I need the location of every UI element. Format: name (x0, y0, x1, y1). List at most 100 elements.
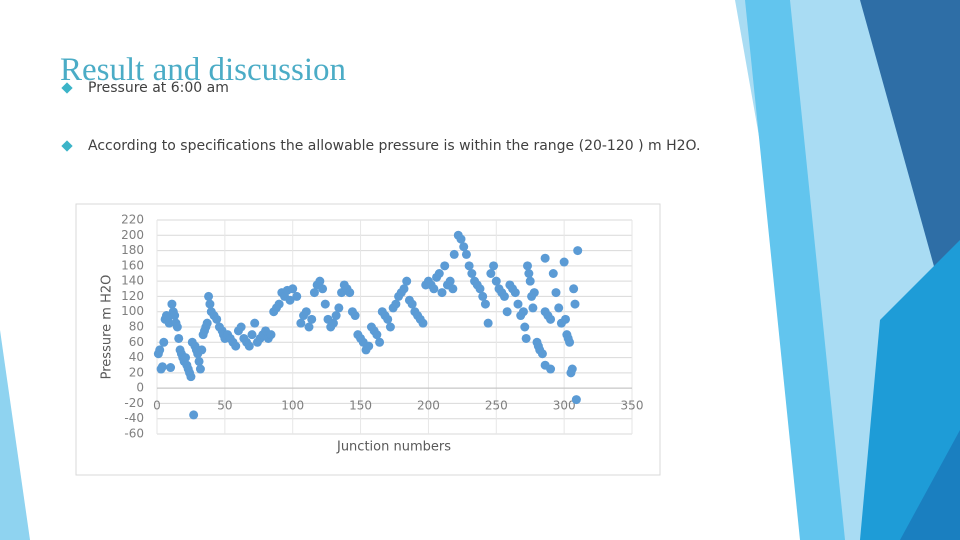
point (524, 269, 534, 278)
point (567, 364, 577, 374)
chart-frame (75, 203, 661, 476)
y-axis-label: Pressure m H2O (100, 275, 115, 380)
point (157, 362, 167, 372)
y-tick-label: 160 (121, 258, 144, 272)
point (204, 291, 214, 301)
y-tick-label: 80 (129, 320, 144, 334)
deco (900, 430, 960, 540)
point (304, 322, 314, 332)
point (172, 322, 182, 332)
y-tick-label: 200 (121, 228, 144, 242)
point (486, 269, 496, 278)
deco (0, 330, 30, 540)
point (537, 349, 547, 359)
point (440, 261, 450, 271)
point (434, 269, 444, 278)
point (456, 234, 466, 244)
point (429, 284, 439, 294)
point (546, 364, 556, 374)
point (318, 284, 328, 294)
point (244, 341, 254, 351)
point (467, 269, 477, 278)
point (402, 276, 412, 286)
point (418, 318, 428, 328)
bullet: Pressure at 6:00 am (88, 80, 229, 96)
deco (860, 240, 960, 540)
point (250, 318, 260, 328)
y-tick-label: 120 (121, 289, 144, 303)
point (170, 311, 180, 321)
point (166, 363, 176, 373)
point (309, 288, 319, 298)
point (164, 318, 174, 328)
point (449, 249, 459, 259)
point (189, 410, 199, 420)
point (407, 299, 417, 309)
point (561, 314, 570, 324)
point (437, 288, 447, 298)
y-tick-label: 140 (121, 274, 144, 288)
point (285, 295, 295, 305)
point (296, 318, 306, 328)
y-tick-label: 40 (129, 350, 144, 364)
point (491, 276, 501, 286)
point (391, 299, 401, 309)
y-tick-label: -40 (124, 411, 144, 425)
point (399, 284, 409, 294)
point (529, 288, 539, 298)
y-tick-label: -60 (124, 427, 144, 441)
point (247, 330, 257, 340)
point (212, 314, 222, 324)
point (448, 284, 458, 294)
y-tick-label: 60 (129, 335, 144, 349)
point (459, 242, 469, 252)
point (499, 291, 509, 301)
point (523, 261, 532, 271)
point (513, 299, 523, 309)
point (461, 249, 471, 259)
point (483, 318, 493, 328)
point (155, 345, 165, 355)
y-tick-label: 100 (121, 304, 144, 318)
point (334, 303, 344, 313)
point (385, 322, 395, 332)
point (489, 261, 499, 271)
point (548, 269, 558, 278)
y-tick-label: -20 (124, 396, 144, 410)
point (174, 333, 184, 343)
point (573, 246, 583, 256)
point (554, 303, 564, 313)
point (181, 353, 190, 363)
point (236, 322, 246, 332)
y-tick-label: 0 (136, 381, 144, 395)
point (375, 337, 385, 347)
point (266, 330, 276, 340)
y-tick-label: 180 (121, 243, 144, 257)
x-tick-label: 300 (553, 399, 576, 413)
x-tick-label: 250 (485, 399, 508, 413)
point (569, 284, 579, 294)
point (274, 299, 284, 309)
point (570, 299, 580, 309)
point (231, 341, 241, 351)
point (372, 330, 382, 340)
point (518, 307, 528, 317)
point (521, 333, 531, 343)
bullet: According to specifications the allowabl… (88, 138, 701, 154)
point (540, 253, 550, 263)
point (288, 284, 298, 294)
x-tick-label: 0 (153, 399, 161, 413)
x-axis-label: Junction numbers (336, 440, 451, 455)
point (159, 337, 169, 347)
y-tick-label: 220 (121, 213, 144, 227)
point (301, 307, 311, 317)
point (571, 395, 581, 405)
point (186, 372, 196, 382)
point (202, 318, 212, 328)
point (480, 299, 490, 309)
point (478, 291, 488, 301)
point (205, 299, 215, 309)
point (546, 314, 556, 324)
point (315, 276, 325, 286)
